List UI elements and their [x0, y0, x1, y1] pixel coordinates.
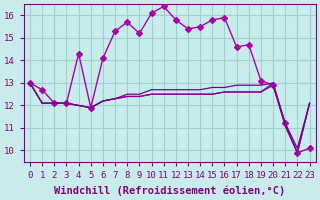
X-axis label: Windchill (Refroidissement éolien,°C): Windchill (Refroidissement éolien,°C) — [54, 185, 285, 196]
